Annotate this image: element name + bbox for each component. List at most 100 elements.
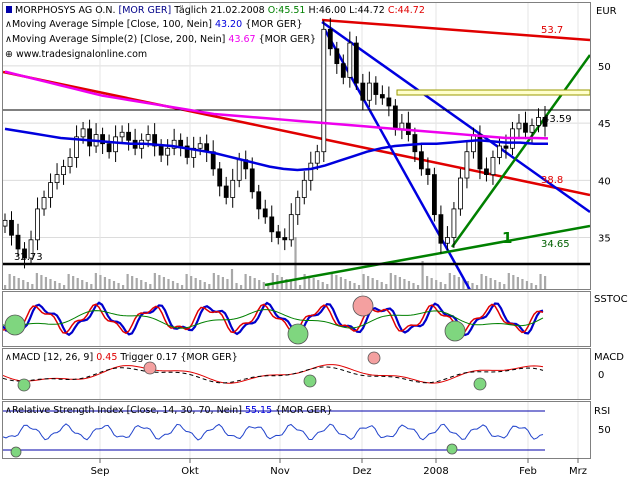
- volume-bar: [367, 276, 370, 289]
- volume-bar: [31, 284, 34, 289]
- volume-bar: [26, 282, 29, 289]
- volume-bar: [317, 280, 320, 289]
- volume-bar: [131, 276, 134, 289]
- y-tick-label: 40: [598, 176, 611, 187]
- candle-body: [373, 82, 379, 95]
- candle-body: [217, 168, 223, 187]
- candle-body: [425, 168, 431, 176]
- macd-signal-marker: [143, 361, 157, 375]
- y-tick-label: 35: [598, 234, 611, 245]
- volume-bar: [444, 284, 447, 289]
- sstoc-slow-line: [3, 309, 544, 329]
- volume-bar: [108, 279, 111, 289]
- candle-body: [41, 197, 47, 210]
- volume-bar: [453, 275, 456, 289]
- candle-body: [321, 28, 327, 153]
- volume-bar: [40, 275, 43, 289]
- candle-body: [503, 145, 509, 149]
- candle-body: [230, 179, 236, 198]
- volume-bar: [525, 281, 529, 289]
- volume-bar: [22, 280, 25, 289]
- volume-bar: [539, 274, 542, 289]
- candle-body: [171, 139, 177, 149]
- volume-bar: [285, 279, 288, 289]
- candle-body: [126, 131, 132, 141]
- candle-body: [379, 94, 385, 99]
- candle-body: [100, 134, 105, 145]
- candle-body: [74, 136, 79, 158]
- volume-bar: [403, 279, 406, 289]
- volume-bar: [217, 275, 220, 289]
- volume-bar: [439, 282, 442, 289]
- candle-body: [477, 134, 483, 170]
- candle-body: [236, 159, 242, 181]
- header-title: MORPHOSYS AG O.N. [MOR GER] Täglich 21.0…: [15, 5, 425, 16]
- volume-bar: [421, 261, 424, 289]
- volume-bar: [258, 280, 261, 289]
- currency-label: EUR: [596, 6, 617, 17]
- volume-bar: [135, 278, 138, 289]
- volume-bar: [162, 277, 166, 289]
- candle-body: [301, 179, 307, 198]
- volume-bar: [239, 285, 243, 289]
- candle-body: [529, 125, 535, 133]
- volume-bar: [512, 275, 515, 289]
- volume-bar: [407, 281, 411, 289]
- volume-bar: [326, 284, 329, 289]
- volume-bar: [17, 278, 20, 289]
- annotation-high-line: 53.7: [541, 25, 563, 36]
- candle-body: [399, 122, 405, 130]
- x-tick-label: Dez: [352, 466, 371, 477]
- sma-100-line: [4, 127, 548, 172]
- volume-bar: [448, 273, 451, 289]
- candle-body: [22, 248, 27, 259]
- candle-body: [353, 42, 359, 84]
- candle-body: [471, 134, 476, 153]
- candle-body: [15, 234, 21, 250]
- candle-body: [431, 174, 437, 216]
- volume-bar: [308, 276, 311, 289]
- annotation-support-green: 34.65: [541, 239, 570, 250]
- volume-bar: [321, 282, 324, 289]
- volume-bar: [435, 280, 438, 289]
- candle-body: [523, 122, 528, 133]
- volume-bar: [112, 281, 116, 289]
- x-tick-label: Sep: [91, 466, 110, 477]
- candle-body: [54, 174, 60, 184]
- volume-bar: [81, 280, 84, 289]
- volume-bar: [35, 273, 38, 289]
- resistance-zone: [396, 89, 590, 96]
- annotation-wave-label: 1: [502, 229, 512, 247]
- volume-bar: [208, 284, 211, 289]
- legend-sma2: ∧Moving Average Simple(2) [Close, 200, N…: [5, 34, 316, 45]
- volume-bar: [398, 277, 401, 289]
- rsi-signal-marker: [446, 443, 458, 455]
- volume-bar: [140, 280, 143, 289]
- candle-body: [536, 117, 541, 126]
- rsi-tick-50: 50: [598, 425, 611, 436]
- candle-body: [145, 134, 151, 141]
- moving-averages: [4, 70, 549, 172]
- volume-bar: [462, 279, 465, 289]
- volume-bar: [412, 283, 415, 289]
- candle-body: [458, 177, 463, 210]
- candle-body: [275, 231, 281, 238]
- volume-bar: [534, 285, 538, 289]
- volume-bar: [489, 278, 492, 289]
- volume-bar: [303, 274, 306, 289]
- candle-body: [165, 147, 171, 156]
- candle-body: [269, 216, 275, 233]
- x-tick-label: Nov: [270, 466, 290, 477]
- candle-body: [223, 185, 229, 198]
- rsi-legend: ∧Relative Strength Index [Close, 14, 30,…: [5, 405, 333, 416]
- candle-body: [347, 42, 353, 78]
- volume-bar: [394, 275, 397, 289]
- candle-body: [35, 208, 40, 241]
- volume-bar: [76, 278, 79, 289]
- x-axis-ticks: Sep Okt Nov Dez 2008 Feb Mrz: [91, 458, 587, 477]
- volume-bar: [249, 276, 252, 289]
- volume-bar: [485, 276, 488, 289]
- candle-body: [48, 182, 53, 198]
- candle-body: [152, 134, 158, 147]
- candle-body: [366, 82, 372, 101]
